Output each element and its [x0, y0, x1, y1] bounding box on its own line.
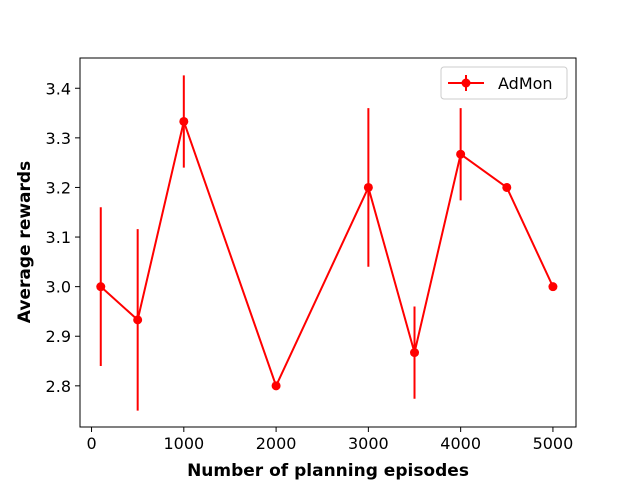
data-point	[96, 282, 106, 292]
y-tick-label: 3.1	[46, 228, 71, 247]
legend-box	[440, 66, 568, 100]
y-tick-label: 2.8	[46, 377, 71, 396]
x-axis-label: Number of planning episodes	[187, 461, 469, 480]
series-line	[100, 120, 554, 387]
y-axis-label: Average rewards	[15, 161, 35, 323]
data-point	[133, 315, 143, 325]
data-point	[363, 182, 373, 192]
y-tick-label: 3.3	[46, 129, 71, 148]
legend-swatch-marker	[461, 78, 471, 88]
x-tick-label: 5000	[533, 434, 574, 453]
y-tick-label: 3.2	[46, 178, 71, 197]
y-tick-label: 2.9	[46, 327, 71, 346]
legend-label: AdMon	[498, 74, 553, 93]
legend: AdMon	[440, 66, 568, 100]
y-tick-label: 3.4	[46, 79, 71, 98]
data-point	[179, 116, 189, 126]
y-tick-label: 3.0	[46, 278, 71, 297]
data-point	[456, 149, 466, 159]
x-tick-label: 4000	[440, 434, 481, 453]
data-point	[271, 381, 281, 391]
x-tick-label: 1000	[163, 434, 204, 453]
data-point	[548, 282, 558, 292]
x-tick-label: 0	[86, 434, 96, 453]
plot-frame	[79, 57, 577, 428]
data-point	[410, 348, 420, 358]
x-tick-label: 2000	[256, 434, 297, 453]
data-point	[502, 182, 512, 192]
x-tick-label: 3000	[348, 434, 389, 453]
